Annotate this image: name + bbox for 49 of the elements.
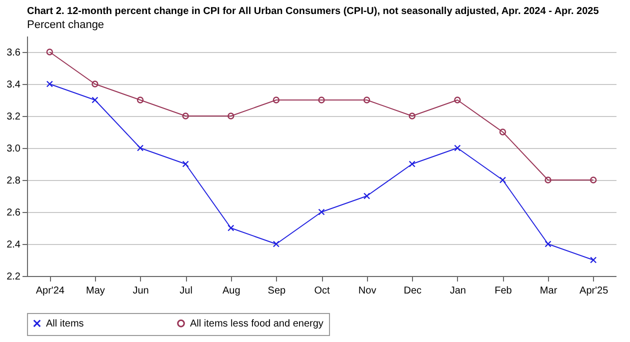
chart-title: Chart 2. 12-month percent change in CPI for All Urban Consumers (CPI-U), not seasonally adjusted, Apr. 2024 - Apr. 2025: [27, 6, 600, 17]
x-tick-label: Feb: [494, 286, 512, 296]
x-tick-label: Dec: [404, 286, 422, 296]
point: [272, 96, 280, 104]
x-tick-label: Apr'25: [580, 286, 609, 296]
point: [590, 256, 597, 264]
x-tick-label: Aug: [222, 286, 240, 296]
point: [136, 96, 144, 104]
x-tick-label: Jun: [132, 286, 149, 296]
legend-label: All items less food and energy: [190, 318, 324, 330]
point: [408, 112, 416, 120]
point: [136, 144, 144, 152]
point: [544, 240, 552, 248]
x-tick-label: Oct: [314, 286, 330, 296]
point: [363, 192, 370, 200]
y-tick-label: 3.4: [6, 80, 21, 90]
point: [182, 112, 189, 120]
x-tick-label: Nov: [358, 286, 376, 296]
point: [92, 96, 98, 104]
y-tick-label: 2.4: [6, 240, 21, 250]
point: [318, 208, 325, 216]
x-tick-label: Sep: [268, 286, 286, 296]
y-tick-label: 3.0: [6, 144, 21, 154]
y-tick-label: 2.6: [6, 208, 21, 218]
y-tick-label: 2.2: [6, 272, 21, 282]
point: [182, 160, 189, 168]
legend-label: All items: [46, 318, 84, 330]
point: [228, 112, 234, 120]
y-tick-label: 3.6: [6, 48, 21, 58]
point: [363, 96, 370, 104]
point: [499, 176, 506, 184]
point: [228, 224, 234, 232]
x-tick-label: Apr'24: [36, 286, 65, 296]
point: [272, 240, 280, 248]
x-tick-label: Jan: [450, 286, 466, 296]
x-tick-label: Mar: [540, 286, 558, 296]
point: [544, 176, 552, 184]
point: [499, 128, 506, 136]
y-tick-label: 3.2: [6, 112, 21, 122]
y-tick-label: 2.8: [6, 176, 21, 186]
x-tick-label: Jul: [180, 286, 192, 296]
point: [46, 80, 53, 88]
point: [92, 80, 98, 88]
point: [318, 96, 325, 104]
y-axis-title: Percent change: [27, 19, 104, 31]
point: [454, 96, 461, 104]
x-tick-label: May: [86, 286, 105, 296]
point: [408, 160, 416, 168]
point: [454, 144, 461, 152]
